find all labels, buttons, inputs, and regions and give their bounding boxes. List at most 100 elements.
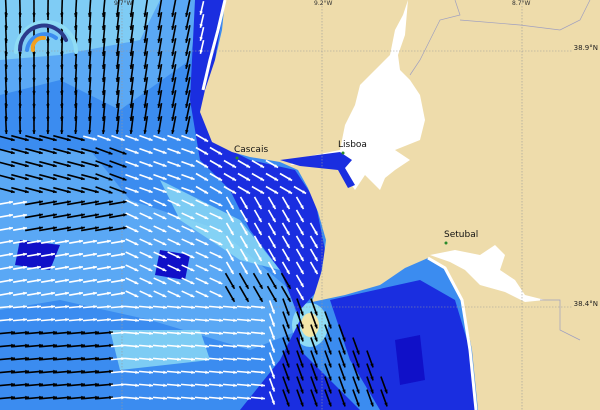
- current-arrow: [124, 370, 140, 375]
- current-arrow: [252, 272, 264, 290]
- current-arrow: [236, 396, 252, 401]
- place-markers: [235, 151, 448, 245]
- current-arrow: [199, 40, 205, 54]
- current-arrow: [96, 265, 112, 271]
- current-arrow: [296, 337, 304, 355]
- current-arrow: [82, 239, 98, 245]
- current-arrow: [39, 173, 57, 181]
- current-arrow: [68, 278, 84, 284]
- current-arrow: [97, 134, 111, 142]
- current-arrow: [250, 318, 266, 323]
- current-arrow: [209, 172, 223, 182]
- current-arrow: [110, 382, 126, 387]
- current-arrow: [110, 239, 126, 245]
- current-arrow: [67, 134, 85, 142]
- current-arrow: [152, 331, 168, 336]
- current-arrow: [253, 235, 263, 249]
- current-arrow: [195, 133, 209, 143]
- current-arrow: [67, 147, 85, 155]
- current-arrow: [81, 186, 99, 194]
- current-arrow: [208, 331, 224, 336]
- current-arrow: [185, 90, 191, 108]
- current-arrow: [180, 305, 196, 310]
- current-arrow: [282, 389, 290, 407]
- current-arrow: [195, 146, 209, 156]
- current-arrow: [171, 90, 177, 108]
- current-arrow: [296, 376, 304, 394]
- current-arrow: [268, 365, 276, 379]
- current-arrow: [153, 212, 167, 220]
- current-arrow: [139, 290, 153, 298]
- current-arrow: [0, 135, 15, 142]
- current-arrow: [251, 172, 265, 182]
- current-arrow: [125, 212, 139, 220]
- current-arrow: [253, 209, 263, 223]
- current-arrow: [94, 200, 114, 206]
- current-arrow: [295, 209, 305, 223]
- current-arrow: [250, 357, 266, 362]
- current-arrow: [109, 147, 127, 155]
- current-arrow: [94, 226, 114, 232]
- current-arrow: [194, 331, 210, 336]
- current-arrow: [81, 160, 99, 168]
- current-arrow: [68, 239, 84, 245]
- current-arrow: [39, 134, 57, 142]
- current-arrow: [110, 291, 126, 297]
- current-arrow: [38, 213, 58, 219]
- current-arrow: [12, 317, 28, 322]
- current-arrow: [180, 383, 196, 388]
- current-arrow: [143, 11, 149, 31]
- current-arrow: [53, 173, 71, 181]
- current-arrow: [366, 389, 374, 407]
- current-arrow: [153, 199, 167, 207]
- current-arrow: [0, 291, 14, 296]
- current-arrow: [54, 252, 70, 258]
- current-arrow: [171, 77, 177, 95]
- current-arrow: [53, 134, 71, 142]
- current-arrow: [96, 252, 112, 258]
- current-arrow: [282, 337, 290, 355]
- current-arrow: [68, 304, 84, 309]
- current-arrow: [95, 173, 113, 181]
- current-arrow: [82, 265, 98, 271]
- current-arrow: [181, 251, 195, 259]
- current-arrow: [12, 213, 28, 219]
- current-arrow: [124, 396, 140, 401]
- current-arrow: [352, 350, 360, 368]
- current-arrow: [26, 252, 42, 258]
- current-arrow: [38, 226, 58, 232]
- current-arrow: [180, 357, 196, 362]
- current-arrow: [73, 115, 78, 135]
- current-arrow: [250, 396, 266, 401]
- current-arrow: [54, 239, 70, 245]
- current-arrow: [236, 383, 252, 388]
- current-arrow: [281, 261, 291, 275]
- current-arrow: [125, 290, 139, 298]
- current-arrow: [250, 370, 266, 375]
- current-arrow: [265, 172, 279, 182]
- current-arrow: [171, 12, 177, 30]
- current-arrow: [153, 264, 167, 272]
- current-arrow: [54, 265, 70, 271]
- current-arrow: [143, 63, 149, 83]
- current-arrow: [52, 200, 72, 206]
- current-arrow: [94, 213, 114, 219]
- current-arrow: [225, 222, 235, 236]
- current-arrows: [0, 0, 388, 407]
- current-arrow: [239, 235, 249, 249]
- current-arrow: [181, 290, 195, 298]
- current-arrow: [152, 318, 168, 323]
- current-arrow: [296, 298, 304, 316]
- current-arrow: [265, 185, 279, 195]
- current-arrow: [352, 363, 360, 381]
- current-arrow: [236, 318, 252, 323]
- current-arrow: [143, 102, 149, 122]
- current-arrow: [166, 370, 182, 375]
- current-arrow: [139, 199, 153, 207]
- current-arrow: [40, 239, 56, 245]
- current-arrow: [26, 265, 42, 271]
- current-arrow: [225, 248, 235, 262]
- current-arrow: [310, 363, 318, 381]
- current-arrow: [282, 376, 290, 394]
